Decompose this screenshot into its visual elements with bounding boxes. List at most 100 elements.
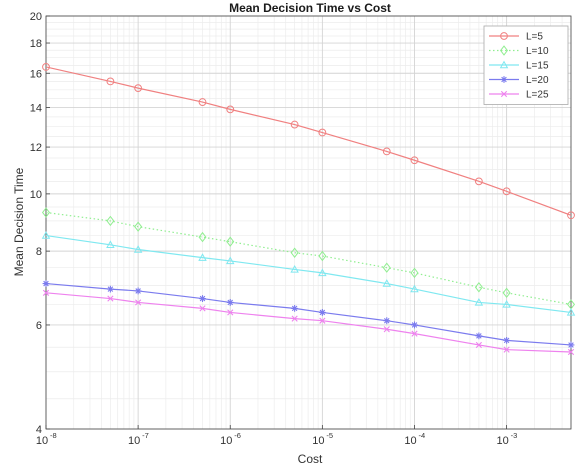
y-tick-label: 6	[36, 320, 42, 332]
y-tick-label: 16	[30, 68, 42, 80]
series-line	[46, 234, 571, 314]
data-point	[502, 287, 511, 299]
data-point	[106, 285, 114, 293]
x-tick-label-exponent: -4	[418, 431, 425, 440]
data-point	[499, 60, 509, 69]
data-point	[42, 289, 50, 296]
data-point	[291, 315, 298, 322]
data-point	[319, 317, 326, 324]
x-tick-label: 10	[312, 435, 324, 447]
data-point	[318, 309, 326, 316]
data-point	[502, 187, 511, 196]
x-tick-label-exponent: -8	[50, 431, 57, 440]
series-line	[46, 282, 571, 346]
x-tick-label: 10	[220, 435, 232, 447]
y-tick-label: 8	[36, 246, 42, 258]
data-point	[503, 346, 510, 353]
data-point	[290, 247, 299, 258]
data-point	[567, 348, 575, 356]
data-point	[134, 287, 142, 295]
x-tick-label-exponent: -5	[326, 431, 333, 440]
x-tick-label-exponent: -7	[142, 431, 149, 440]
data-point	[290, 120, 299, 129]
data-point	[199, 305, 206, 312]
data-point	[134, 221, 143, 232]
data-point	[106, 215, 115, 227]
legend-label: L=25	[526, 90, 549, 101]
data-point	[567, 211, 575, 220]
series-line	[46, 292, 571, 353]
data-point	[382, 279, 392, 287]
data-point	[318, 250, 327, 262]
data-point	[566, 308, 576, 316]
data-point	[226, 299, 234, 306]
data-point	[318, 128, 327, 137]
data-point	[42, 63, 50, 71]
legend-label: L=20	[526, 75, 549, 86]
data-point	[500, 90, 508, 98]
data-point	[474, 282, 483, 293]
x-tick-label-exponent: -6	[234, 431, 241, 440]
x-tick-label: 10	[496, 435, 508, 447]
y-tick-label: 4	[36, 424, 42, 436]
y-tick-label: 12	[30, 142, 42, 154]
data-point	[41, 207, 51, 218]
y-tick-label: 18	[30, 38, 42, 50]
data-point	[382, 147, 391, 156]
series-line	[46, 211, 571, 306]
data-point	[475, 332, 483, 340]
data-point	[227, 309, 234, 316]
data-point	[318, 268, 327, 277]
data-point	[567, 341, 575, 349]
data-point	[133, 245, 143, 253]
data-point	[474, 177, 483, 186]
x-tick-label-exponent: -3	[511, 431, 518, 440]
data-point	[500, 32, 508, 40]
data-point	[41, 231, 51, 239]
y-axis-label: Mean Decision Time	[12, 167, 26, 276]
series-line	[46, 66, 571, 216]
data-point	[500, 76, 508, 83]
x-axis-label: Cost	[298, 452, 323, 466]
data-point	[410, 284, 419, 293]
x-tick-label: 10	[128, 435, 140, 447]
y-tick-label: 10	[30, 189, 42, 201]
data-point	[42, 280, 50, 287]
data-point	[474, 298, 484, 306]
data-point	[198, 231, 207, 243]
data-point	[410, 156, 419, 165]
data-point	[499, 45, 509, 56]
data-point	[225, 256, 235, 265]
x-tick-label: 10	[36, 435, 48, 447]
data-point	[411, 330, 418, 337]
y-tick-label: 14	[30, 103, 42, 115]
legend-label: L=5	[526, 32, 543, 43]
data-point	[106, 77, 115, 86]
legend-label: L=10	[526, 46, 549, 57]
data-point	[475, 341, 482, 349]
chart-title: Mean Decision Time vs Cost	[229, 1, 391, 15]
data-point	[134, 84, 143, 93]
data-point	[198, 253, 207, 261]
data-point	[106, 240, 115, 249]
data-point	[199, 295, 206, 302]
data-point	[503, 336, 511, 344]
data-point	[291, 304, 299, 312]
data-point	[290, 264, 299, 273]
legend-label: L=15	[526, 61, 549, 72]
data-point	[383, 317, 391, 325]
data-point	[383, 326, 390, 333]
data-point	[198, 98, 207, 106]
data-point	[411, 321, 418, 329]
data-point	[502, 299, 511, 308]
data-point	[226, 105, 235, 114]
axes-box	[45, 15, 572, 430]
y-tick-label: 20	[30, 11, 42, 23]
data-point	[107, 295, 114, 302]
data-point	[410, 267, 419, 279]
x-tick-label: 10	[404, 435, 416, 447]
data-point	[135, 299, 142, 306]
